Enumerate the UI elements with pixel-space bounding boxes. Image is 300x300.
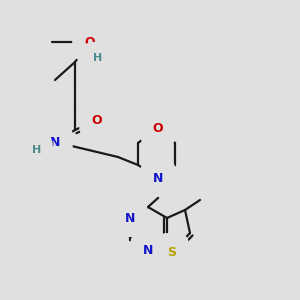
Text: H: H [32,145,42,155]
Text: O: O [153,122,163,134]
Text: O: O [85,35,95,49]
Text: N: N [125,212,135,224]
Text: N: N [143,244,153,257]
Text: S: S [167,245,176,259]
Text: N: N [50,136,60,148]
Text: N: N [153,172,163,184]
Text: H: H [93,53,103,63]
Text: O: O [92,113,102,127]
